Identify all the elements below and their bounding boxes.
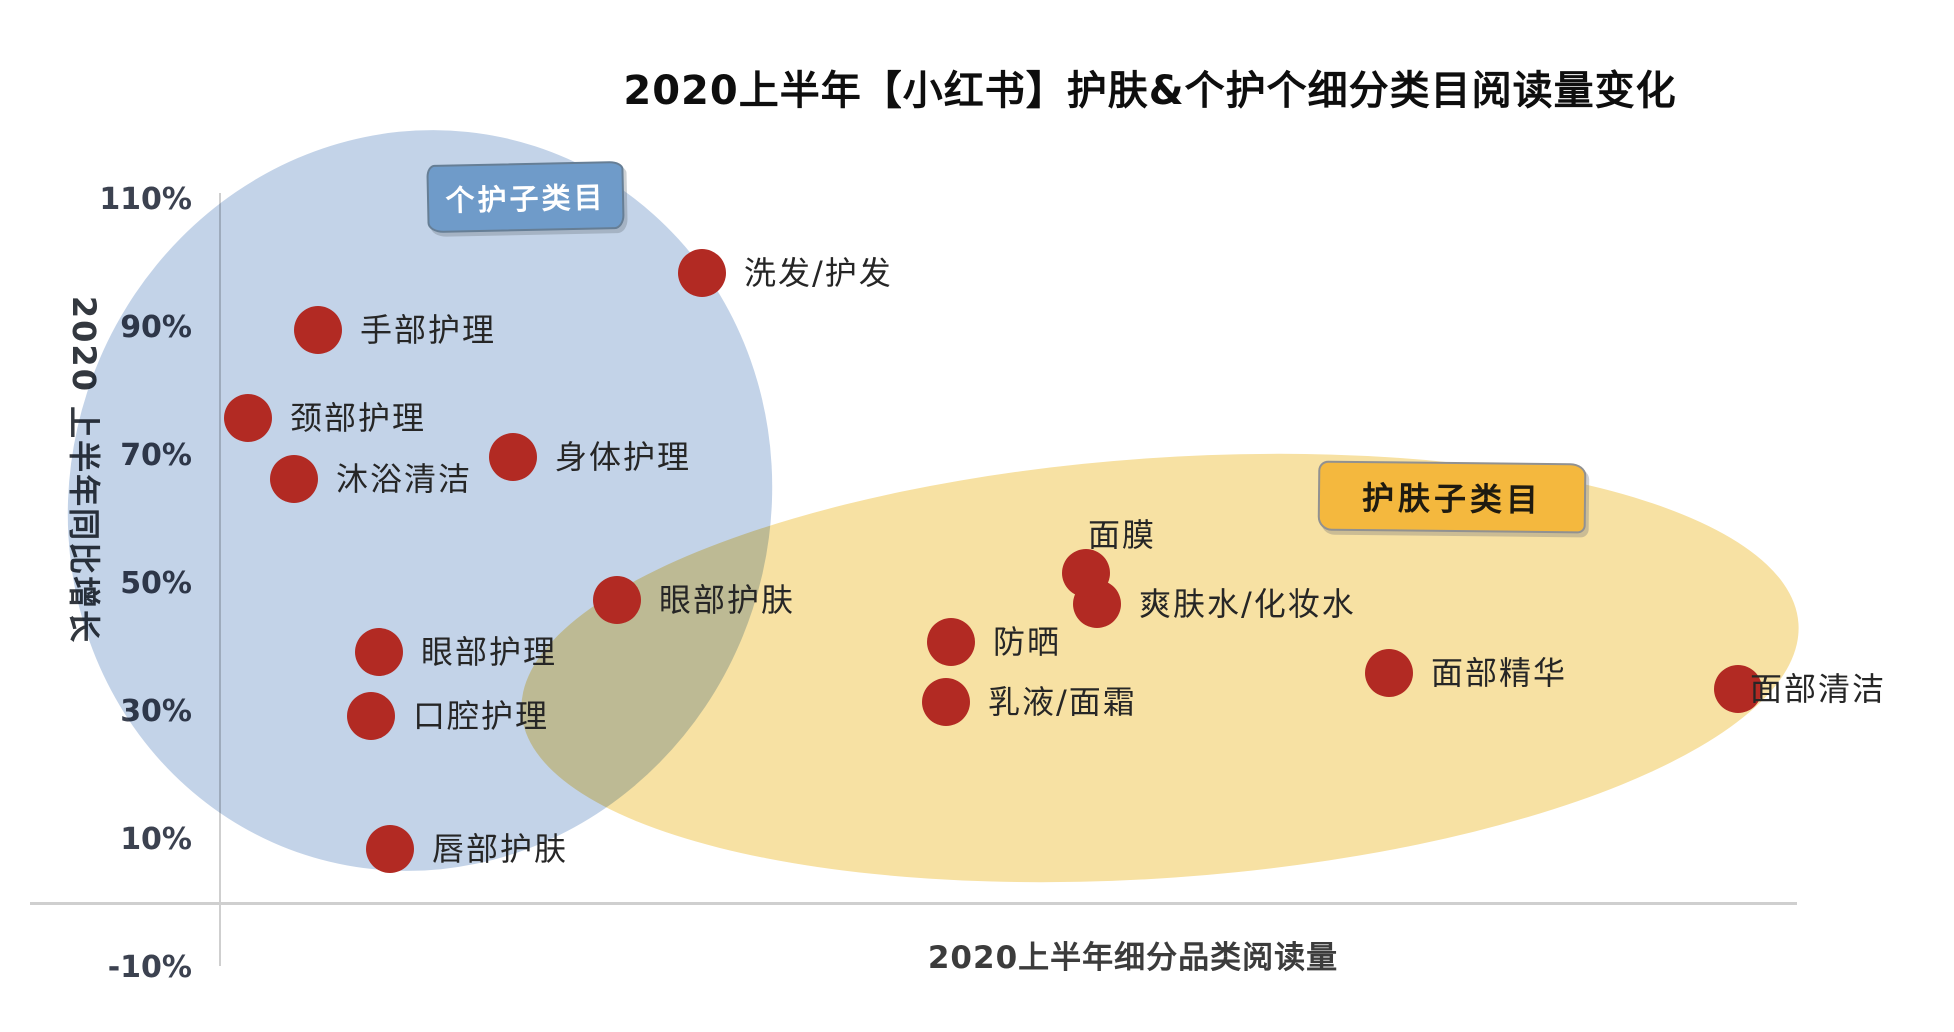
skincare-banner-label: 护肤子类目 [1361,479,1543,519]
data-point [489,433,537,482]
data-point [922,677,970,726]
data-point-label: 沐浴清洁 [336,460,473,499]
data-point [355,627,403,676]
data-point [294,305,342,354]
data-point [1365,648,1413,697]
x-axis-title: 2020上半年细分品类阅读量 [927,940,1339,976]
x-axis-line [30,902,1797,905]
data-point-label: 乳液/面霜 [988,682,1137,721]
data-point [366,824,414,873]
data-point-label: 手部护理 [360,310,497,349]
data-point-label: 防晒 [993,623,1062,662]
data-point [347,691,395,740]
y-axis-tick-label: -10% [107,950,192,985]
data-point-label: 爽肤水/化妆水 [1139,584,1356,623]
data-point-label: 面部清洁 [1750,669,1887,708]
data-point-label: 身体护理 [555,438,692,477]
data-point [224,394,272,443]
skincare-banner: 护肤子类目 [1317,460,1587,534]
data-point [1062,549,1110,598]
data-point-label: 面部精华 [1431,653,1568,692]
chart-title: 2020上半年【小红书】护肤&个护个细分类目阅读量变化 [623,68,1677,114]
personal-care-banner-label: 个护子类目 [445,180,606,218]
data-point [927,618,975,667]
data-point-label: 洗发/护发 [744,253,893,292]
data-point [678,248,726,297]
data-point-label: 面膜 [1088,516,1157,555]
data-point-label: 眼部护理 [421,632,558,671]
data-point [1714,664,1762,713]
y-axis-tick-label: 10% [120,822,192,857]
data-point-label: 眼部护肤 [659,581,796,619]
y-axis-tick-label: 110% [99,182,192,217]
data-point-label: 颈部护理 [290,399,427,438]
personal-care-banner: 个护子类目 [426,160,625,234]
data-point-label: 口腔护理 [413,696,550,735]
data-point-label: 唇部护肤 [432,829,569,868]
data-point [593,576,641,624]
data-point [270,455,318,504]
